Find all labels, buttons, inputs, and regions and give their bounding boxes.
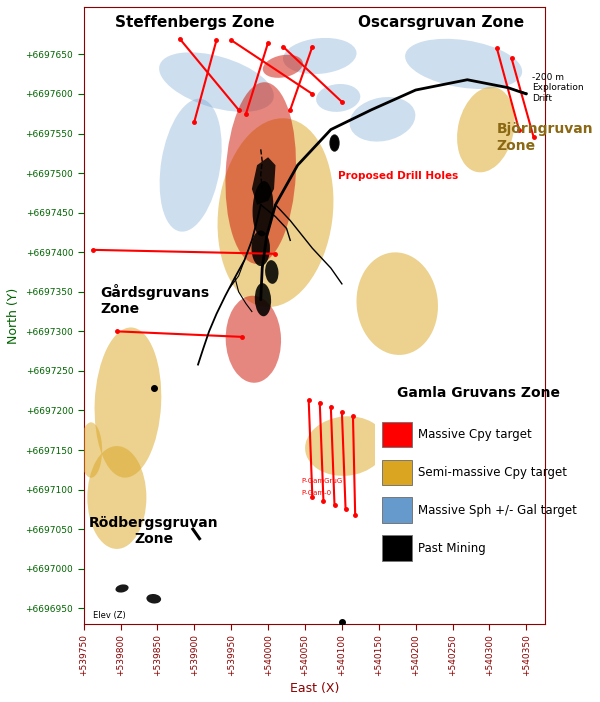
Ellipse shape — [218, 118, 334, 307]
Text: Proposed Drill Holes: Proposed Drill Holes — [338, 171, 458, 180]
Text: Elev (Z): Elev (Z) — [92, 611, 125, 620]
Text: Björngruvan
Zone: Björngruvan Zone — [497, 122, 593, 152]
Ellipse shape — [88, 446, 146, 549]
Ellipse shape — [115, 584, 128, 592]
Ellipse shape — [263, 55, 303, 78]
Text: Massive Cpy target: Massive Cpy target — [418, 428, 532, 441]
Ellipse shape — [146, 594, 161, 604]
Ellipse shape — [226, 296, 281, 383]
Y-axis label: North (Y): North (Y) — [7, 287, 20, 344]
Text: Past Mining: Past Mining — [418, 542, 485, 555]
Ellipse shape — [356, 252, 438, 355]
FancyBboxPatch shape — [382, 460, 412, 485]
Text: Gårdsgruvans
Zone: Gårdsgruvans Zone — [100, 284, 209, 316]
FancyBboxPatch shape — [382, 498, 412, 523]
Ellipse shape — [329, 134, 340, 152]
Text: Rödbergsgruvan
Zone: Rödbergsgruvan Zone — [89, 516, 218, 546]
Ellipse shape — [255, 283, 271, 317]
Text: -200 m
Exploration
Drift: -200 m Exploration Drift — [532, 73, 584, 102]
Ellipse shape — [80, 423, 102, 477]
Ellipse shape — [405, 39, 522, 89]
Ellipse shape — [316, 84, 360, 112]
Text: Steffenbergs Zone: Steffenbergs Zone — [115, 15, 274, 30]
Text: P-GamGruG: P-GamGruG — [301, 478, 343, 484]
Text: Semi-massive Cpy target: Semi-massive Cpy target — [418, 465, 567, 479]
Ellipse shape — [251, 230, 270, 266]
FancyBboxPatch shape — [382, 421, 412, 447]
Ellipse shape — [159, 53, 274, 112]
X-axis label: East (X): East (X) — [290, 682, 339, 695]
Ellipse shape — [253, 181, 274, 237]
Text: P-Gam-0: P-Gam-0 — [301, 490, 331, 496]
Ellipse shape — [283, 38, 356, 74]
Ellipse shape — [226, 82, 296, 264]
Ellipse shape — [265, 260, 278, 284]
Ellipse shape — [330, 135, 339, 151]
Ellipse shape — [457, 87, 514, 172]
Text: Gamla Gruvans Zone: Gamla Gruvans Zone — [397, 386, 560, 400]
Text: Massive Sph +/- Gal target: Massive Sph +/- Gal target — [418, 503, 577, 517]
Ellipse shape — [350, 97, 415, 142]
Ellipse shape — [95, 327, 161, 477]
Polygon shape — [252, 157, 275, 205]
Ellipse shape — [305, 416, 386, 476]
Text: Oscarsgruvan Zone: Oscarsgruvan Zone — [358, 15, 524, 30]
FancyBboxPatch shape — [375, 399, 536, 595]
FancyBboxPatch shape — [382, 536, 412, 561]
Ellipse shape — [160, 99, 221, 232]
